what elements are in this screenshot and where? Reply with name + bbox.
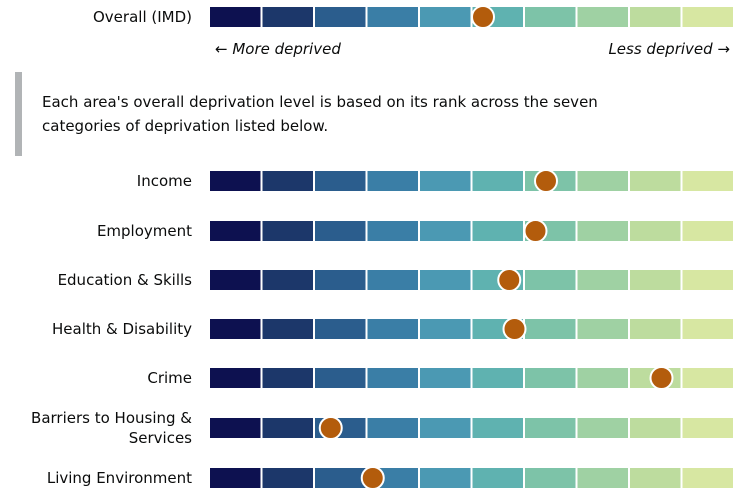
decile-segment — [315, 319, 366, 339]
row-label: Living Environment — [46, 469, 192, 487]
decile-segment — [420, 7, 471, 27]
decile-segment — [262, 468, 313, 488]
decile-segment — [315, 468, 366, 488]
decile-segment — [420, 171, 471, 191]
left-annotation: ← More deprived — [215, 40, 341, 58]
decile-segment — [525, 368, 576, 388]
decile-segment — [315, 221, 366, 241]
decile-segment — [262, 368, 313, 388]
decile-segment — [682, 418, 733, 438]
decile-segment — [367, 368, 418, 388]
marker — [497, 268, 522, 292]
marker — [649, 366, 674, 390]
decile-segment — [367, 270, 418, 290]
decile-segment — [630, 171, 681, 191]
decile-segment — [315, 368, 366, 388]
decile-segment — [577, 270, 628, 290]
marker — [502, 317, 527, 341]
marker — [318, 416, 343, 440]
row-label: Employment — [96, 222, 192, 240]
decile-segment — [420, 368, 471, 388]
decile-segment — [472, 418, 523, 438]
decile-segment — [577, 171, 628, 191]
decile-segment — [210, 171, 261, 191]
decile-segment — [525, 270, 576, 290]
decile-segment — [682, 171, 733, 191]
decile-segment — [210, 7, 261, 27]
decile-segment — [577, 418, 628, 438]
decile-segment — [525, 319, 576, 339]
decile-segment — [682, 7, 733, 27]
decile-segment — [210, 368, 261, 388]
decile-segment — [315, 171, 366, 191]
decile-segment — [262, 319, 313, 339]
decile-segment — [577, 7, 628, 27]
decile-segment — [262, 7, 313, 27]
decile-segment — [682, 468, 733, 488]
decile-segment — [682, 270, 733, 290]
decile-segment — [682, 368, 733, 388]
decile-segment — [630, 468, 681, 488]
row-label: Barriers to Housing & Services — [31, 409, 192, 447]
decile-segment — [210, 270, 261, 290]
decile-segment — [367, 221, 418, 241]
note-bar — [15, 72, 22, 156]
decile-segment — [630, 221, 681, 241]
note: Each area's overall deprivation level is… — [42, 93, 598, 135]
decile-segment — [630, 319, 681, 339]
decile-segment — [262, 221, 313, 241]
marker — [360, 466, 385, 490]
decile-segment — [367, 319, 418, 339]
decile-segment — [630, 7, 681, 27]
decile-segment — [525, 7, 576, 27]
decile-segment — [262, 171, 313, 191]
row-label: Crime — [147, 369, 192, 387]
decile-segment — [420, 468, 471, 488]
decile-segment — [682, 319, 733, 339]
decile-segment — [210, 319, 261, 339]
decile-segment — [472, 368, 523, 388]
decile-segment — [577, 319, 628, 339]
decile-segment — [472, 221, 523, 241]
decile-segment — [420, 221, 471, 241]
row-label: Education & Skills — [57, 271, 192, 289]
decile-segment — [420, 418, 471, 438]
decile-segment — [525, 468, 576, 488]
right-annotation: Less deprived → — [608, 40, 730, 58]
decile-segment — [472, 171, 523, 191]
decile-segment — [630, 418, 681, 438]
decile-segment — [420, 270, 471, 290]
decile-segment — [367, 171, 418, 191]
decile-segment — [472, 468, 523, 488]
marker — [471, 5, 495, 29]
decile-segment — [577, 468, 628, 488]
marker — [534, 169, 558, 193]
decile-segment — [630, 270, 681, 290]
decile-segment — [210, 418, 261, 438]
decile-segment — [262, 418, 313, 438]
decile-segment — [210, 468, 261, 488]
row-label: Income — [136, 172, 192, 190]
decile-segment — [367, 7, 418, 27]
decile-segment — [682, 221, 733, 241]
marker — [523, 219, 548, 243]
decile-segment — [262, 270, 313, 290]
decile-segment — [577, 221, 628, 241]
row-label: Overall (IMD) — [93, 8, 192, 26]
decile-segment — [210, 221, 261, 241]
decile-segment — [525, 418, 576, 438]
decile-segment — [367, 418, 418, 438]
decile-segment — [420, 319, 471, 339]
row-label: Health & Disability — [52, 320, 192, 338]
decile-segment — [315, 7, 366, 27]
decile-segment — [315, 270, 366, 290]
decile-segment — [577, 368, 628, 388]
